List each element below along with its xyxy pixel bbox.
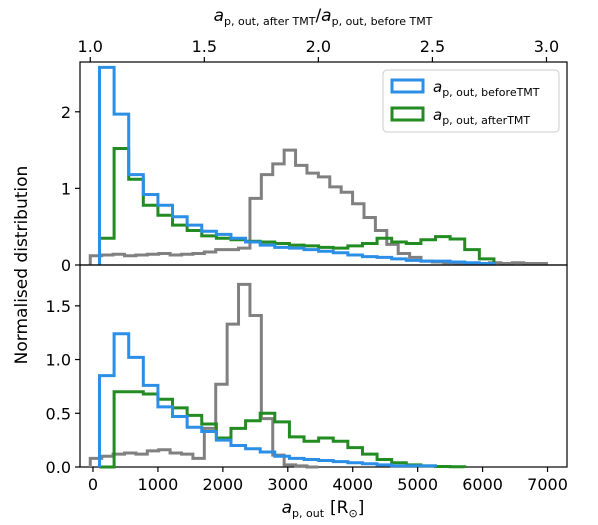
top-y-tick-label: 1 xyxy=(61,179,71,198)
x-axis-label-unit-close: ] xyxy=(358,498,365,518)
bottom-y-tick-label: 0.5 xyxy=(46,404,71,423)
x-axis-label-unit-sub: ⊙ xyxy=(349,507,358,520)
svg-text:ap, out[R⊙]: ap, out [R⊙] xyxy=(282,498,365,520)
legend-label-before-sub: p, out, beforeTMT xyxy=(442,86,540,99)
legend-label-before-main: a xyxy=(433,78,442,96)
legend-label-after-sub: p, out, afterTMT xyxy=(442,114,530,127)
bottom-x-axis-ticks: 0 1000 2000 3000 4000 5000 6000 7000 xyxy=(88,467,568,494)
x-tick-label: 7000 xyxy=(527,475,568,494)
top-axis-den-sub: p, out, before TMT xyxy=(332,15,433,28)
legend-entry-after: ap, out, afterTMT xyxy=(390,106,530,127)
top-panel-y-ticks: 0 1 2 xyxy=(61,103,80,275)
x-tick-label: 0 xyxy=(88,475,98,494)
x-tick-label: 4000 xyxy=(332,475,373,494)
top-panel-ratio-histogram xyxy=(88,148,548,265)
svg-text:ap, out, after TMT/ap, out, be: ap, out, after TMT/ap, out, before TMT xyxy=(214,6,433,28)
x-tick-label: 6000 xyxy=(462,475,503,494)
bottom-y-tick-label: 1.0 xyxy=(46,351,71,370)
legend-swatch-before xyxy=(390,78,425,94)
top-x-axis-ticks: 1.0 1.5 2.0 2.5 3.0 xyxy=(78,37,559,62)
bottom-panel-series xyxy=(88,282,467,469)
top-x-tick-label: 1.0 xyxy=(78,37,103,56)
x-tick-label: 1000 xyxy=(138,475,179,494)
top-panel-before-histogram xyxy=(97,65,496,265)
bottom-panel-ratio-histogram xyxy=(88,282,319,469)
bottom-panel-before-histogram xyxy=(97,332,438,468)
top-axis-den-main: a xyxy=(321,6,331,26)
legend: ap, out, beforeTMT ap, out, afterTMT xyxy=(382,69,560,133)
bottom-axis-title: ap, out [R⊙] xyxy=(282,498,365,520)
legend-entry-before: ap, out, beforeTMT xyxy=(390,78,540,99)
x-tick-label: 2000 xyxy=(202,475,243,494)
top-x-tick-label: 2.0 xyxy=(306,37,331,56)
x-axis-label-main: a xyxy=(282,498,292,518)
top-axis-num-main: a xyxy=(214,6,224,26)
svg-text:ap, out, afterTMT: ap, out, afterTMT xyxy=(433,106,530,127)
x-tick-label: 3000 xyxy=(267,475,308,494)
top-panel-after-histogram xyxy=(97,147,496,265)
top-y-tick-label: 2 xyxy=(61,103,71,122)
x-axis-label-sub: p, out xyxy=(292,507,325,520)
top-axis-title: ap, out, after TMT/ap, out, before TMT xyxy=(214,6,433,28)
bottom-panel-y-ticks: 0.0 0.5 1.0 1.5 xyxy=(46,297,80,477)
svg-text:ap, out, beforeTMT: ap, out, beforeTMT xyxy=(433,78,540,99)
bottom-panel: 0.0 0.5 1.0 1.5 xyxy=(46,264,568,477)
top-x-tick-label: 2.5 xyxy=(420,37,445,56)
top-axis-slash: / xyxy=(315,6,321,26)
legend-label-after-main: a xyxy=(433,106,442,124)
bottom-panel-frame xyxy=(79,264,568,468)
legend-swatch-after xyxy=(390,106,425,122)
y-axis-label: Normalised distribution xyxy=(12,166,32,365)
top-axis-num-sub: p, out, after TMT xyxy=(224,15,316,28)
bottom-y-tick-label: 1.5 xyxy=(46,297,71,316)
legend-frame xyxy=(382,69,560,133)
x-tick-label: 5000 xyxy=(397,475,438,494)
bottom-y-tick-label: 0.0 xyxy=(46,458,71,477)
top-y-tick-label: 0 xyxy=(61,256,71,275)
top-x-tick-label: 1.5 xyxy=(192,37,217,56)
x-axis-label-unit: [R xyxy=(330,498,349,518)
top-x-tick-label: 3.0 xyxy=(534,37,559,56)
top-panel-series xyxy=(88,65,548,265)
